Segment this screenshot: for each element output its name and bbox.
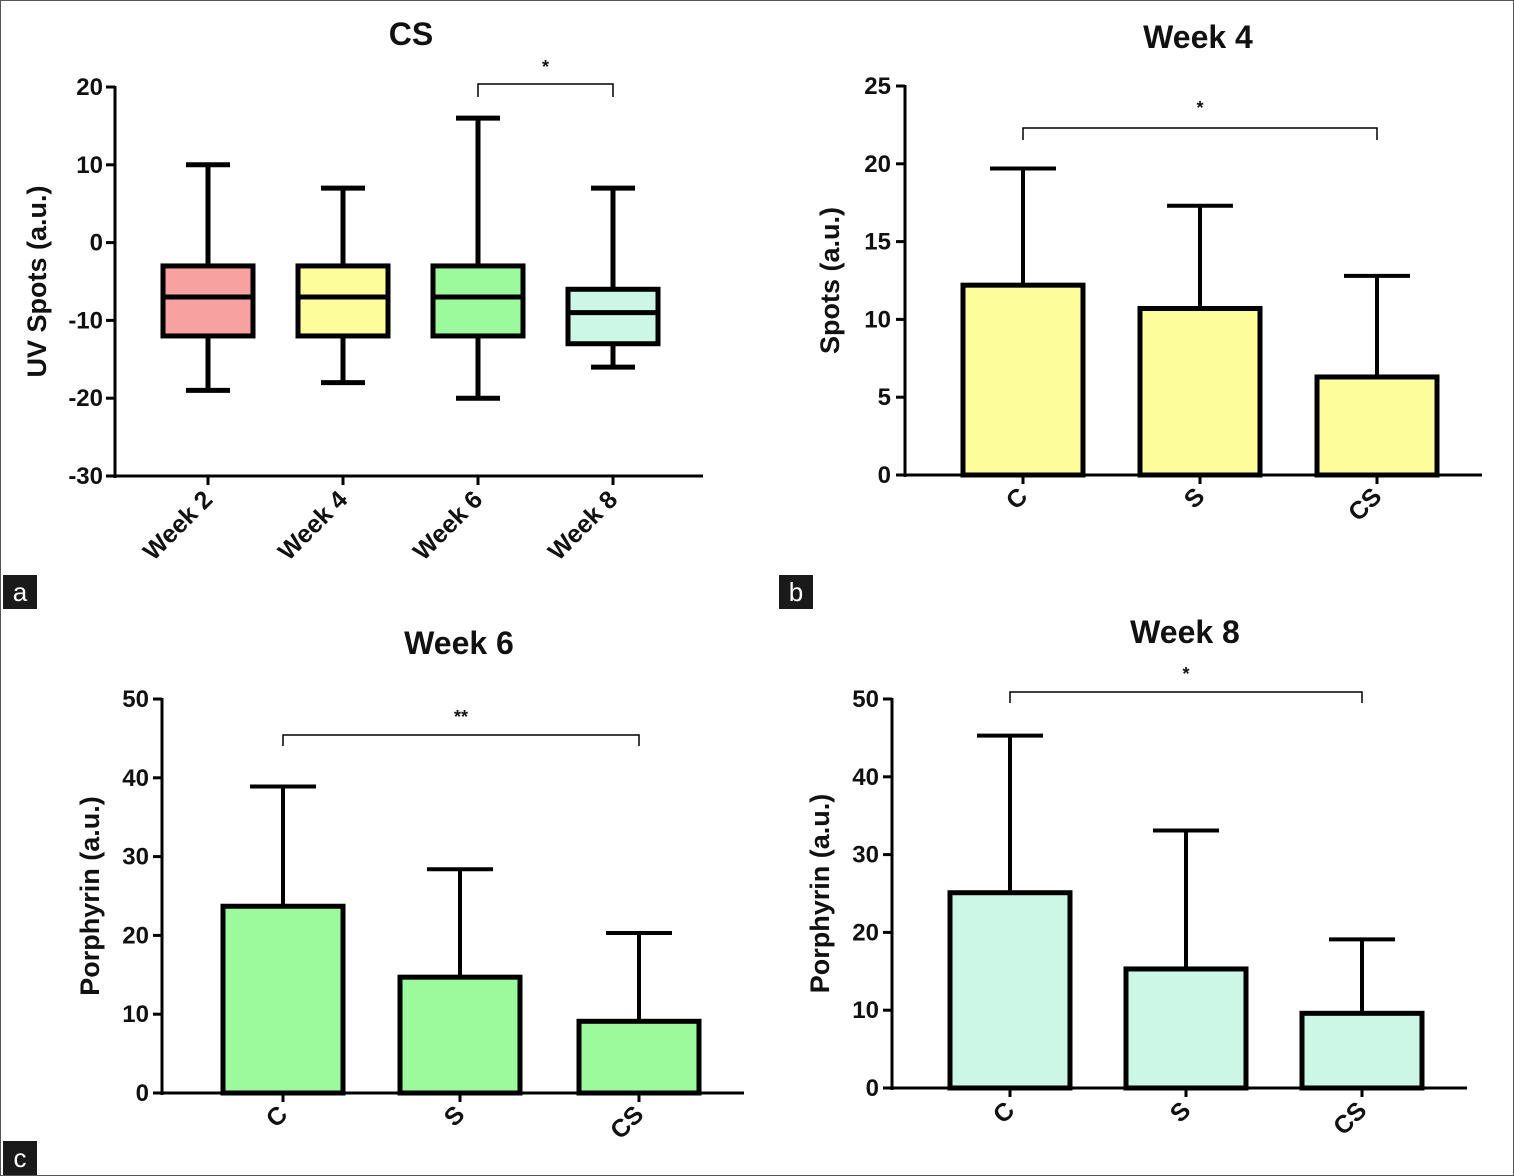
bar-s [1123,966,1249,1091]
x-tick-label: Week 2 [138,485,218,565]
box-4 [565,286,661,347]
y-tick-label: 10 [852,997,879,1024]
significance-bracket [282,734,640,746]
y-tick-label: 0 [90,230,103,257]
y-tick-label: 10 [864,306,891,333]
y-tick-label: -30 [68,463,103,490]
panel-letter-box [779,575,813,609]
y-tick-label: 20 [864,151,891,178]
y-tick-label: 5 [878,384,891,411]
y-tick-label: 0 [136,1080,149,1107]
significance-marker: * [1182,664,1189,684]
y-tick-label: 50 [122,686,149,713]
box-1 [160,263,256,339]
x-tick-label: C [1001,482,1034,515]
y-tick-label: 30 [852,842,879,869]
y-tick-label: 10 [76,152,103,179]
x-tick-label: C [261,1100,294,1133]
x-tick-label: Week 4 [273,485,353,565]
bar-cs [576,1018,702,1096]
significance-bracket [477,83,614,97]
chart-title: Week 6 [404,625,514,661]
panel-letter-b: b [789,577,803,607]
panel-letter-c: c [14,1143,27,1173]
significance-bracket [1009,691,1363,703]
x-tick-label: S [439,1100,471,1132]
y-tick-label: 40 [122,765,149,792]
bar-c [947,890,1073,1091]
bar-cs [1299,1010,1425,1091]
chart-title: Week 4 [1143,19,1253,55]
x-tick-label: Week 6 [408,485,488,565]
y-tick-label: 0 [866,1075,879,1102]
chart-title: Week 8 [1130,614,1240,650]
chart-panel-1: CS UV Spots (a.u.) -30 -20 -10 0 10 20 Week 2 Wee… [22,16,703,566]
chart-title: CS [389,16,433,52]
y-tick-label: 25 [864,73,891,100]
y-axis-label: Porphyrin (a.u.) [75,796,105,996]
y-tick-label: 20 [852,919,879,946]
x-tick-label: CS [1328,1096,1372,1140]
bar-c [960,282,1086,478]
y-axis-label: Spots (a.u.) [815,207,845,354]
x-tick-label: S [1179,482,1211,514]
bar-cs [1314,374,1440,478]
y-tick-label: 50 [852,686,879,713]
x-tick-label: Week 8 [543,485,623,565]
box-3 [430,263,526,339]
bar-s [397,974,523,1096]
panel-letter-box [3,1141,37,1175]
significance-marker: * [542,57,549,77]
bar-c [220,903,346,1096]
bar-s [1137,306,1263,478]
y-tick-label: -20 [68,385,103,412]
y-tick-label: 40 [852,764,879,791]
y-tick-label: 30 [122,844,149,871]
y-axis-label: Porphyrin (a.u.) [805,794,835,994]
significance-marker: * [1196,98,1203,118]
box-2 [295,263,391,339]
significance-marker: ** [454,707,468,727]
x-tick-label: C [988,1096,1021,1129]
x-tick-label: S [1165,1096,1197,1128]
y-axis-label: UV Spots (a.u.) [22,185,52,377]
y-tick-label: 20 [76,74,103,101]
panel-letter-box [3,575,37,609]
x-tick-label: CS [1343,482,1387,526]
y-tick-label: -10 [68,307,103,334]
y-tick-label: 15 [864,229,891,256]
panel-letter-a: a [13,577,28,607]
significance-bracket [1022,127,1378,140]
y-tick-label: 10 [122,1001,149,1028]
y-tick-label: 20 [122,922,149,949]
x-tick-label: CS [605,1100,649,1144]
y-tick-label: 0 [878,462,891,489]
